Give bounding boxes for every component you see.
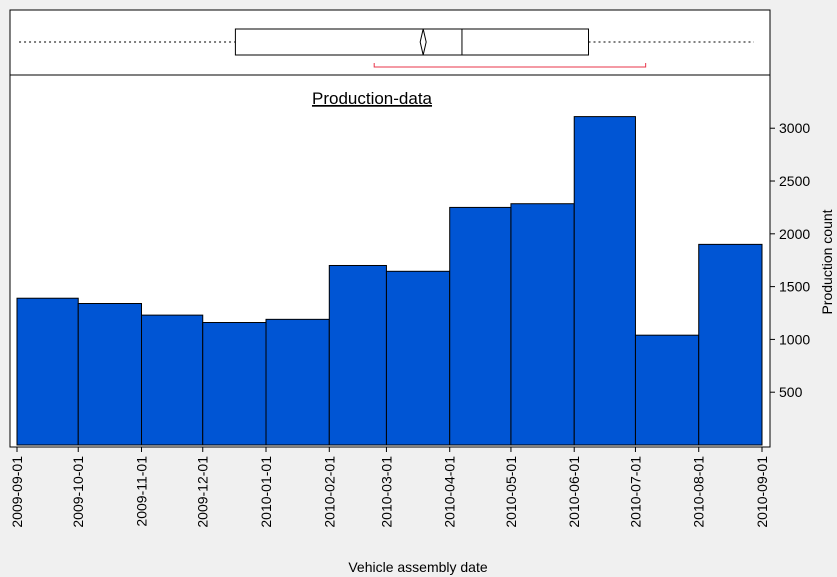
bar xyxy=(328,264,387,446)
chart-title: Production-data xyxy=(312,89,433,108)
x-tick-label: 2010-02-01 xyxy=(321,456,337,528)
interval xyxy=(373,63,647,68)
bar xyxy=(16,297,79,446)
bar xyxy=(385,270,451,446)
bar xyxy=(634,334,700,446)
bar xyxy=(698,243,763,446)
y-axis-label: Production count xyxy=(819,209,835,314)
x-tick-label: 2009-12-01 xyxy=(195,456,211,528)
x-tick-label: 2010-03-01 xyxy=(378,456,394,528)
x-tick-label: 2009-09-01 xyxy=(9,456,25,528)
y-tick-label: 1500 xyxy=(779,279,810,295)
y-tick-label: 2500 xyxy=(779,173,810,189)
bar xyxy=(141,314,204,446)
y-tick-label: 1000 xyxy=(779,331,810,347)
x-tick-label: 2010-01-01 xyxy=(258,456,274,528)
x-tick-label: 2009-10-01 xyxy=(70,456,86,528)
x-tick-label: 2010-08-01 xyxy=(691,456,707,528)
x-tick-label: 2010-07-01 xyxy=(627,456,643,528)
mean-diamond xyxy=(419,28,427,56)
bar xyxy=(265,318,330,446)
bar xyxy=(202,322,267,446)
x-tick-label: 2010-09-01 xyxy=(754,456,770,528)
x-tick-label: 2010-04-01 xyxy=(442,456,458,528)
y-tick-label: 500 xyxy=(779,384,803,400)
x-tick-label: 2010-06-01 xyxy=(566,456,582,528)
bar xyxy=(573,116,636,446)
x-tick-label: 2009-11-01 xyxy=(134,456,150,527)
y-tick-label: 3000 xyxy=(779,120,810,136)
bar xyxy=(510,203,575,446)
x-tick-label: 2010-05-01 xyxy=(503,456,519,528)
box xyxy=(234,28,590,56)
y-tick-label: 2000 xyxy=(779,226,810,242)
bar xyxy=(77,303,143,446)
x-axis-label: Vehicle assembly date xyxy=(348,559,488,575)
bar xyxy=(449,206,512,446)
